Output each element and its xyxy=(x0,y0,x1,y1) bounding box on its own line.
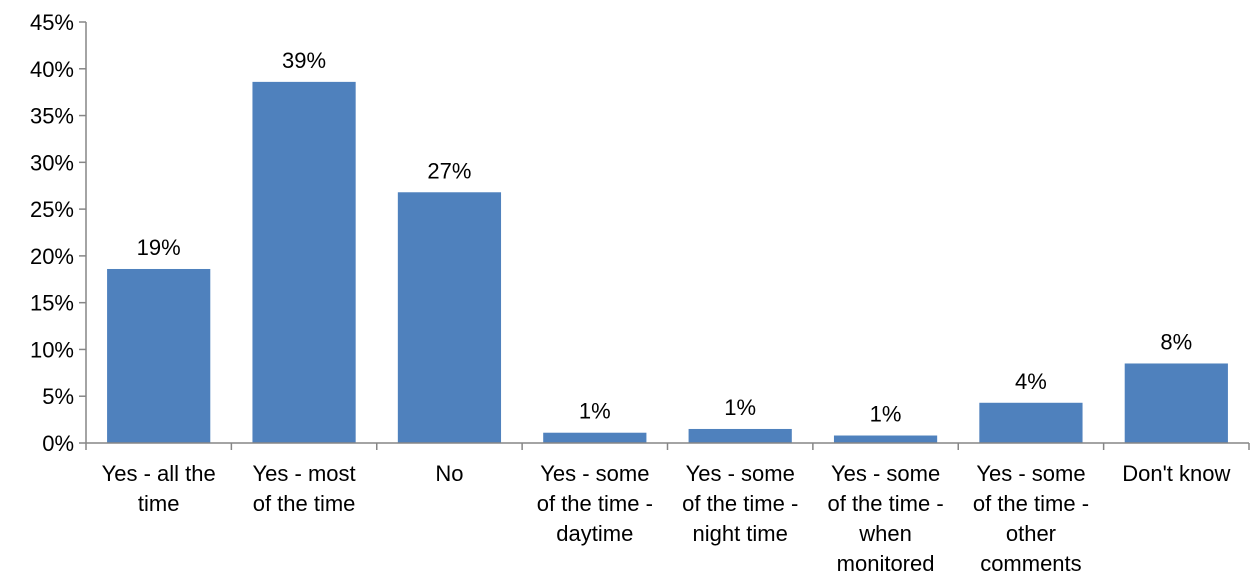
bar xyxy=(107,268,211,443)
data-label: 1% xyxy=(579,399,611,424)
x-tick-label: No xyxy=(435,461,463,486)
y-tick-label: 25% xyxy=(30,197,74,222)
x-tick-label-line: comments xyxy=(980,551,1081,576)
data-label: 19% xyxy=(137,235,181,260)
x-tick-label-line: Yes - most xyxy=(253,461,356,486)
y-tick-label: 5% xyxy=(42,384,74,409)
x-tick-label-line: of the time - xyxy=(827,491,943,516)
bar xyxy=(833,435,938,443)
x-tick-label: Yes - some of the time - other comments xyxy=(973,461,1089,576)
data-label: 27% xyxy=(427,158,471,183)
x-tick-label: Yes - most of the time xyxy=(253,461,356,516)
x-tick-label-line: of the time - xyxy=(537,491,653,516)
data-label: 8% xyxy=(1160,329,1192,354)
x-tick-label-line: of the time - xyxy=(973,491,1089,516)
y-tick-label: 35% xyxy=(30,104,74,129)
bar xyxy=(979,402,1083,443)
bar xyxy=(1124,363,1228,443)
x-tick-label-line: Yes - some xyxy=(831,461,940,486)
bar xyxy=(543,432,647,443)
y-tick-label: 10% xyxy=(30,337,74,362)
y-tick-label: 15% xyxy=(30,291,74,316)
x-tick-label-line: night time xyxy=(692,521,787,546)
x-tick-label-line: No xyxy=(435,461,463,486)
x-tick-label-line: Yes - some xyxy=(686,461,795,486)
data-label: 4% xyxy=(1015,369,1047,394)
y-tick-label: 40% xyxy=(30,57,74,82)
bar xyxy=(688,428,792,443)
x-tick-label-line: of the time xyxy=(253,491,356,516)
data-label: 1% xyxy=(870,402,902,427)
bar xyxy=(252,81,356,444)
bars xyxy=(107,81,1228,444)
bar xyxy=(397,192,502,443)
axes xyxy=(85,22,1250,450)
x-tick-label-line: other xyxy=(1006,521,1056,546)
y-tick-label: 20% xyxy=(30,244,74,269)
x-tick-label-line: of the time - xyxy=(682,491,798,516)
x-tick-label: Yes - some of the time - daytime xyxy=(537,461,653,546)
x-tick-label-line: monitored xyxy=(837,551,935,576)
x-tick-label-line: Yes - all the xyxy=(102,461,216,486)
y-axis-ticks: 0% 5% 10% 15% 20% 25% 30% 35% 40% 45% xyxy=(30,10,86,456)
x-tick-label: Yes - some of the time - when monitored xyxy=(827,461,943,576)
x-tick-label-line: time xyxy=(138,491,180,516)
x-tick-label-line: Don't know xyxy=(1122,461,1230,486)
data-label: 1% xyxy=(724,395,756,420)
x-tick-label: Don't know xyxy=(1122,461,1230,486)
x-tick-label-line: daytime xyxy=(556,521,633,546)
y-tick-label: 30% xyxy=(30,150,74,175)
x-tick-label-line: when xyxy=(858,521,912,546)
data-labels: 19% 39% 27% 1% 1% 1% 4% 8% xyxy=(137,48,1193,427)
x-tick-label-line: Yes - some xyxy=(540,461,649,486)
y-tick-label: 45% xyxy=(30,10,74,35)
y-tick-label: 0% xyxy=(42,431,74,456)
x-axis-labels: Yes - all the time Yes - most of the time No… xyxy=(102,461,1231,576)
x-tick-label: Yes - all the time xyxy=(102,461,216,516)
x-tick-label: Yes - some of the time - night time xyxy=(682,461,798,546)
data-label: 39% xyxy=(282,48,326,73)
x-tick-label-line: Yes - some xyxy=(976,461,1085,486)
